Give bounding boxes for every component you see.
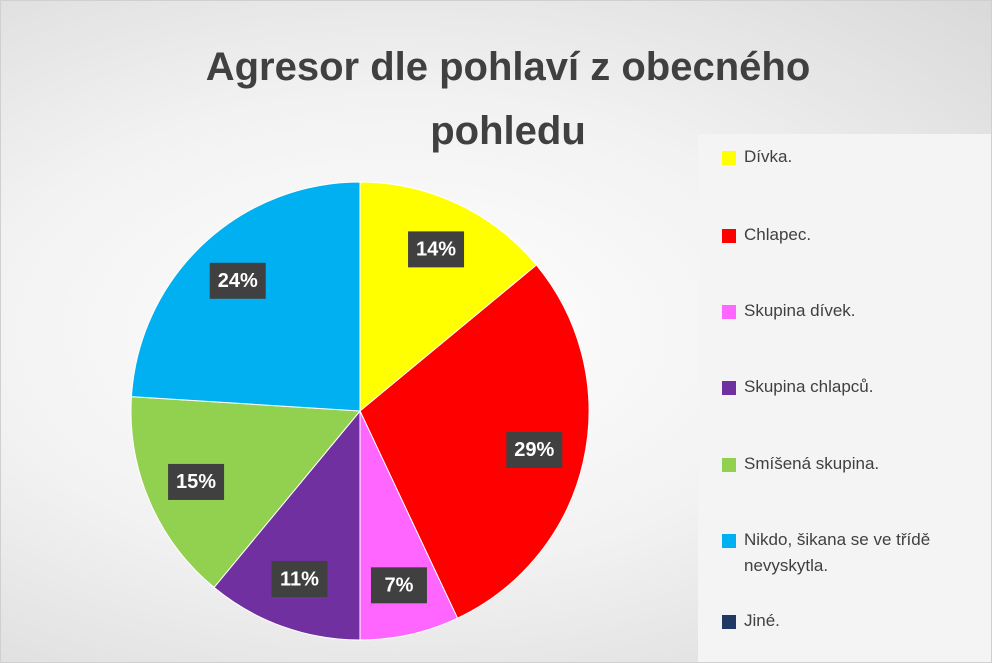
pie-slice: [359, 264, 590, 619]
data-label-text: 29%: [514, 439, 554, 461]
pie-slice: [359, 181, 538, 413]
legend-label: Chlapec.: [744, 225, 812, 244]
data-label-box: [370, 567, 427, 604]
data-label-box: [209, 262, 266, 299]
data-label: 7%: [370, 567, 427, 604]
data-label: 11%: [271, 561, 328, 598]
legend-item: Dívka.: [722, 144, 991, 170]
legend-swatch: [722, 534, 736, 548]
legend-label: Dívka.: [744, 147, 793, 166]
legend-item: Smíšená skupina.: [722, 451, 991, 477]
pie-slice: [130, 396, 362, 589]
legend: Dívka. Chlapec. Skupina dívek. Skupina chla…: [698, 134, 991, 662]
legend-item: Skupina chlapců.: [722, 374, 991, 400]
data-label-text: 7%: [385, 575, 414, 597]
legend-item: Skupina dívek.: [722, 298, 991, 324]
legend-label: Skupina dívek.: [744, 301, 856, 320]
data-label-text: 14%: [416, 239, 456, 261]
legend-swatch: [722, 458, 736, 472]
data-label-box: [506, 431, 563, 468]
legend-label: Nikdo, šikana se ve třídě nevyskytla.: [744, 530, 931, 575]
data-label-text: 15%: [176, 471, 216, 493]
legend-label: Smíšená skupina.: [744, 454, 880, 473]
legend-item: Chlapec.: [722, 222, 991, 248]
data-label: 29%: [506, 431, 563, 468]
data-label-text: 11%: [280, 568, 319, 590]
legend-swatch: [722, 381, 736, 395]
data-label-box: [168, 463, 225, 500]
data-label-box: [271, 561, 328, 598]
legend-swatch: [722, 151, 736, 165]
data-label: 15%: [168, 463, 225, 500]
legend-swatch: [722, 615, 736, 629]
data-label-box: [408, 231, 465, 268]
legend-label: Skupina chlapců.: [744, 377, 874, 396]
data-label-text: 24%: [218, 270, 258, 292]
legend-item: Jiné.: [722, 608, 991, 634]
data-label: 14%: [408, 231, 465, 268]
data-label: 24%: [209, 262, 266, 299]
legend-label: Jiné.: [744, 611, 780, 630]
chart-title: Agresor dle pohlaví z obecného pohledu: [205, 45, 811, 153]
legend-item: Nikdo, šikana se ve třídě nevyskytla.: [722, 527, 991, 579]
legend-swatch: [722, 229, 736, 243]
legend-swatch: [722, 305, 736, 319]
